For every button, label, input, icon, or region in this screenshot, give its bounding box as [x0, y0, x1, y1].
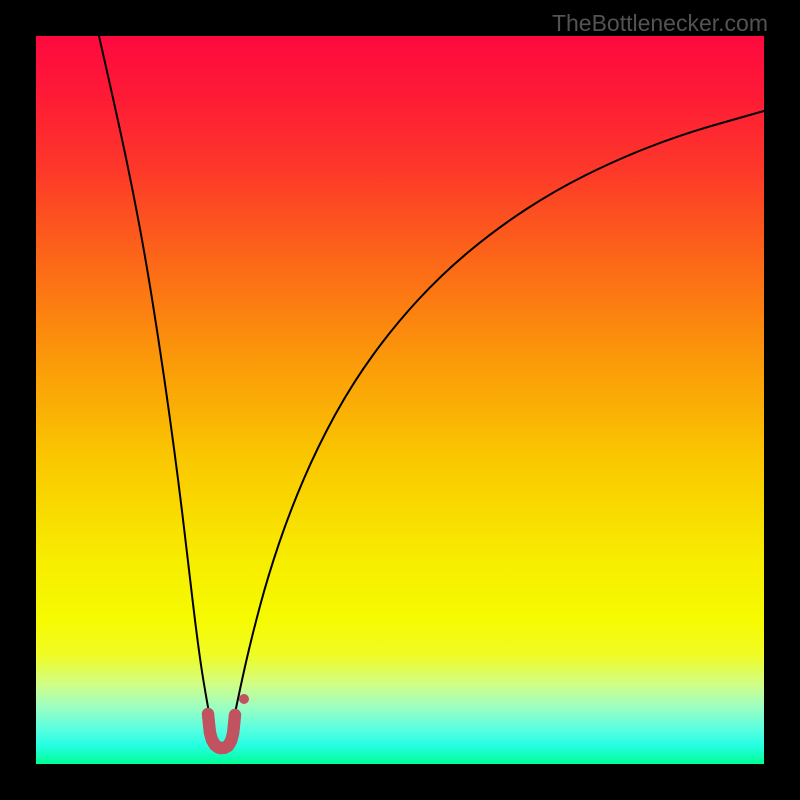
watermark-text: TheBottlenecker.com — [552, 10, 768, 37]
gradient-plot — [36, 36, 764, 764]
u-lead-dot — [239, 694, 249, 704]
figure-root: TheBottlenecker.com — [0, 0, 800, 800]
